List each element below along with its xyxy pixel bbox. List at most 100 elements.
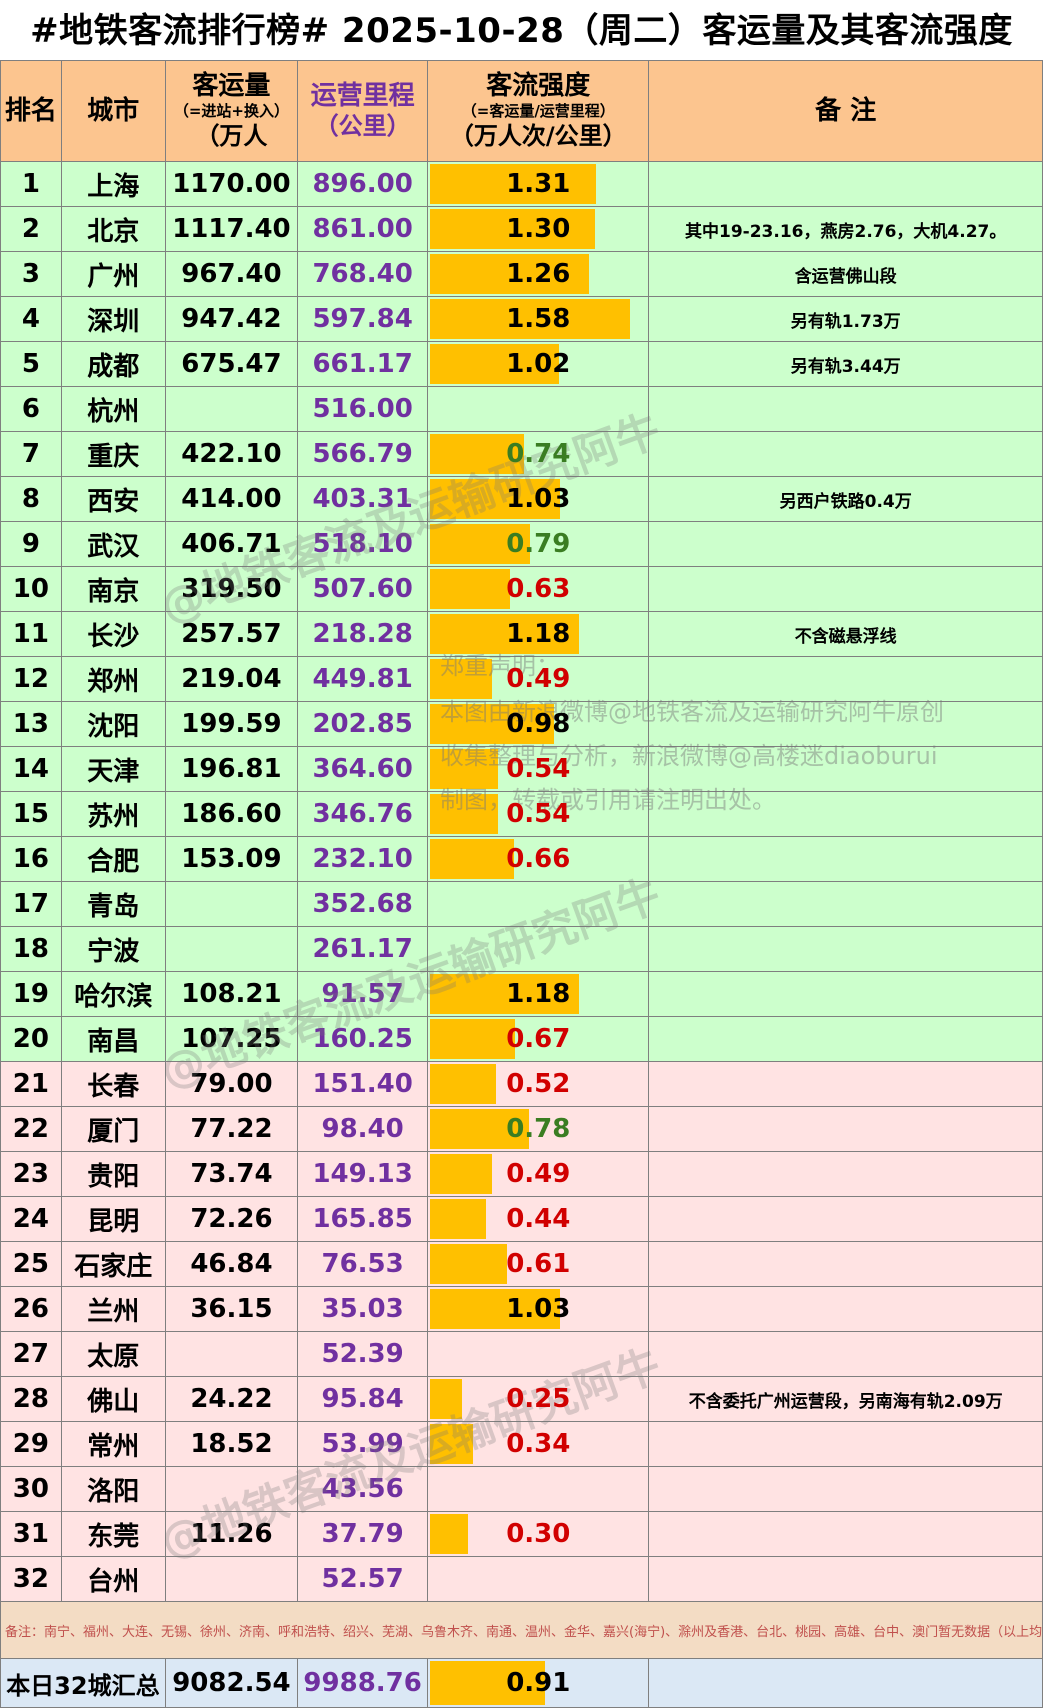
intensity-value: 1.02	[506, 349, 571, 379]
passengers-cell: 257.57	[164, 611, 299, 657]
note-cell	[648, 836, 1043, 882]
passengers-cell: 11.26	[164, 1511, 299, 1557]
intensity-bar	[430, 569, 511, 609]
mileage-cell: 518.10	[297, 521, 429, 567]
city-cell: 台州	[60, 1556, 166, 1602]
passengers-cell: 79.00	[164, 1061, 299, 1107]
note-cell	[648, 1331, 1043, 1377]
table-row: 7 重庆 422.10 566.79 0.74	[0, 431, 1043, 477]
intensity-cell: 0.44	[427, 1196, 650, 1242]
table-row: 30 洛阳 43.56	[0, 1466, 1043, 1512]
passengers-cell: 1170.00	[164, 161, 299, 207]
note-cell	[648, 881, 1043, 927]
intensity-value: 0.67	[506, 1024, 571, 1054]
rank-cell: 32	[0, 1556, 62, 1602]
mileage-cell: 52.39	[297, 1331, 429, 1377]
intensity-bar	[430, 974, 580, 1014]
summary-note	[648, 1658, 1043, 1708]
note-cell: 另有轨3.44万	[648, 341, 1043, 387]
city-cell: 杭州	[60, 386, 166, 432]
passengers-cell: 46.84	[164, 1241, 299, 1287]
mileage-cell: 516.00	[297, 386, 429, 432]
city-cell: 青岛	[60, 881, 166, 927]
rank-cell: 31	[0, 1511, 62, 1557]
table-row: 19 哈尔滨 108.21 91.57 1.18	[0, 971, 1043, 1017]
passengers-cell: 422.10	[164, 431, 299, 477]
mileage-cell: 597.84	[297, 296, 429, 342]
table-row: 31 东莞 11.26 37.79 0.30	[0, 1511, 1043, 1557]
note-cell	[648, 656, 1043, 702]
passengers-cell: 107.25	[164, 1016, 299, 1062]
mileage-cell: 37.79	[297, 1511, 429, 1557]
intensity-value: 0.74	[506, 439, 571, 469]
intensity-bar	[430, 749, 499, 789]
rank-cell: 22	[0, 1106, 62, 1152]
city-cell: 郑州	[60, 656, 166, 702]
mileage-cell: 52.57	[297, 1556, 429, 1602]
intensity-cell: 1.31	[427, 161, 650, 207]
city-cell: 深圳	[60, 296, 166, 342]
summary-intensity: 0.91	[427, 1658, 650, 1708]
city-cell: 西安	[60, 476, 166, 522]
rank-cell: 29	[0, 1421, 62, 1467]
city-cell: 南京	[60, 566, 166, 612]
mileage-cell: 449.81	[297, 656, 429, 702]
rank-cell: 14	[0, 746, 62, 792]
table-row: 29 常州 18.52 53.99 0.34	[0, 1421, 1043, 1467]
table-row: 3 广州 967.40 768.40 1.26 含运营佛山段	[0, 251, 1043, 297]
table-row: 28 佛山 24.22 95.84 0.25 不含委托广州运营段，另南海有轨2.09万	[0, 1376, 1043, 1422]
intensity-bar	[430, 299, 631, 339]
intensity-cell: 0.74	[427, 431, 650, 477]
intensity-cell: 0.52	[427, 1061, 650, 1107]
city-cell: 哈尔滨	[60, 971, 166, 1017]
rank-cell: 3	[0, 251, 62, 297]
table-row: 4 深圳 947.42 597.84 1.58 另有轨1.73万	[0, 296, 1043, 342]
city-cell: 贵阳	[60, 1151, 166, 1197]
rank-cell: 17	[0, 881, 62, 927]
note-cell: 不含委托广州运营段，另南海有轨2.09万	[648, 1376, 1043, 1422]
rank-cell: 12	[0, 656, 62, 702]
table-row: 8 西安 414.00 403.31 1.03 另西户铁路0.4万	[0, 476, 1043, 522]
table-row: 27 太原 52.39	[0, 1331, 1043, 1377]
mileage-cell: 364.60	[297, 746, 429, 792]
city-cell: 太原	[60, 1331, 166, 1377]
mileage-cell: 202.85	[297, 701, 429, 747]
intensity-value: 0.49	[506, 664, 571, 694]
summary-intensity-value: 0.91	[506, 1668, 571, 1698]
rank-cell: 18	[0, 926, 62, 972]
note-cell	[648, 521, 1043, 567]
note-cell	[648, 791, 1043, 837]
city-cell: 石家庄	[60, 1241, 166, 1287]
mileage-cell: 403.31	[297, 476, 429, 522]
passengers-cell	[164, 1556, 299, 1602]
note-cell	[648, 1106, 1043, 1152]
header-note: 备 注	[648, 60, 1043, 162]
intensity-cell	[427, 926, 650, 972]
summary-passengers: 9082.54	[164, 1658, 299, 1708]
passengers-cell	[164, 926, 299, 972]
city-cell: 宁波	[60, 926, 166, 972]
table-body: 1 上海 1170.00 896.00 1.31 2 北京 1117.40 861.00 1.30…	[0, 161, 1043, 1602]
intensity-bar	[430, 164, 597, 204]
rank-cell: 27	[0, 1331, 62, 1377]
rank-cell: 19	[0, 971, 62, 1017]
passengers-cell	[164, 1331, 299, 1377]
intensity-value: 0.52	[506, 1069, 571, 1099]
city-cell: 天津	[60, 746, 166, 792]
intensity-value: 1.18	[506, 979, 571, 1009]
city-cell: 上海	[60, 161, 166, 207]
intensity-bar	[430, 704, 555, 744]
city-cell: 昆明	[60, 1196, 166, 1242]
intensity-cell: 0.79	[427, 521, 650, 567]
table-row: 14 天津 196.81 364.60 0.54	[0, 746, 1043, 792]
passengers-cell: 196.81	[164, 746, 299, 792]
mileage-cell: 35.03	[297, 1286, 429, 1332]
intensity-value: 0.98	[506, 709, 571, 739]
note-cell	[648, 386, 1043, 432]
rank-cell: 2	[0, 206, 62, 252]
mileage-cell: 768.40	[297, 251, 429, 297]
rank-cell: 26	[0, 1286, 62, 1332]
intensity-cell: 0.61	[427, 1241, 650, 1287]
intensity-bar	[430, 1019, 516, 1059]
table-row: 20 南昌 107.25 160.25 0.67	[0, 1016, 1043, 1062]
